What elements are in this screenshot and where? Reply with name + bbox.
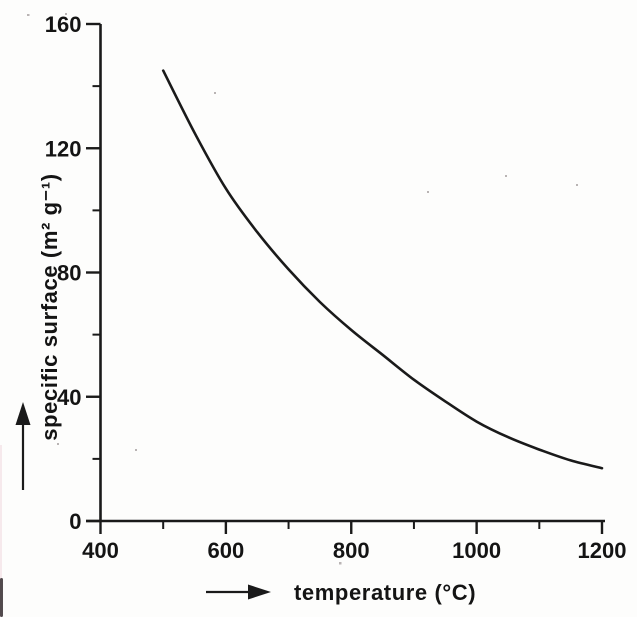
x-axis-title-group: temperature (°C) (206, 580, 476, 605)
x-tick-label: 800 (333, 538, 370, 563)
data-curve (161, 69, 604, 470)
y-tick-label: 120 (45, 136, 82, 161)
scan-artifacts (0, 13, 578, 617)
y-axis-label: specific surface (m² g⁻¹) (37, 173, 62, 440)
y-tick-label: 80 (57, 261, 81, 286)
right-arrow-icon (206, 584, 271, 600)
x-tick-label: 1200 (578, 538, 627, 563)
x-axis-label: temperature (°C) (294, 580, 476, 605)
y-tick-label: 160 (45, 12, 82, 37)
x-tick-label: 1000 (452, 538, 501, 563)
x-tick-label: 600 (208, 538, 245, 563)
y-tick-label: 0 (69, 509, 81, 534)
x-tick-label: 400 (82, 538, 119, 563)
axes: 400 600 800 1000 1200 0 40 80 120 160 (45, 12, 627, 563)
y-axis-title-group: specific surface (m² g⁻¹) (15, 173, 62, 490)
up-arrow-icon (15, 402, 31, 490)
y-tick-label: 40 (57, 385, 81, 410)
